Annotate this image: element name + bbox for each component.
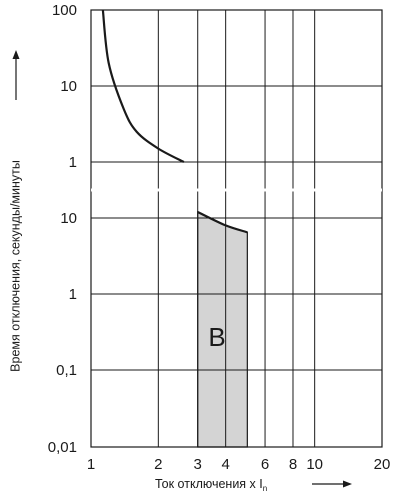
x-tick-label: 8 [289,456,297,473]
y-axis-title-group: Время отключения, секунды/минуты [8,160,22,372]
y-tick-label: 0,01 [48,439,77,456]
x-tick-label: 1 [87,456,95,473]
x-tick-label: 2 [154,456,162,473]
trip-curve-seconds [197,210,248,234]
x-tick-label: 10 [306,456,323,473]
trip-curve-minutes [101,9,185,163]
y-axis-arrowhead [12,50,20,59]
region-b-label: B [208,322,225,352]
x-tick-label: 20 [374,456,391,473]
tick-label-layer: 1 2 3 4 6 8 10 20 100 10 1 10 1 0,1 0,01 [48,2,391,473]
x-axis-arrowhead [343,480,352,488]
y-tick-label: 0,1 [56,362,77,379]
y-tick-label: 100 [52,2,77,19]
x-tick-label: 6 [261,456,269,473]
y-tick-label: 1 [69,154,77,171]
plot-frame [90,9,383,448]
x-tick-label: 4 [221,456,229,473]
y-axis-title: Время отключения, секунды/минуты [8,160,22,372]
grid-layer [90,9,383,448]
x-axis-title: Ток отключения x In [155,477,267,493]
curve-layer [101,9,248,234]
x-tick-label: 3 [194,456,202,473]
y-tick-label: 10 [60,78,77,95]
y-tick-label: 10 [60,210,77,227]
y-tick-label: 1 [69,286,77,303]
